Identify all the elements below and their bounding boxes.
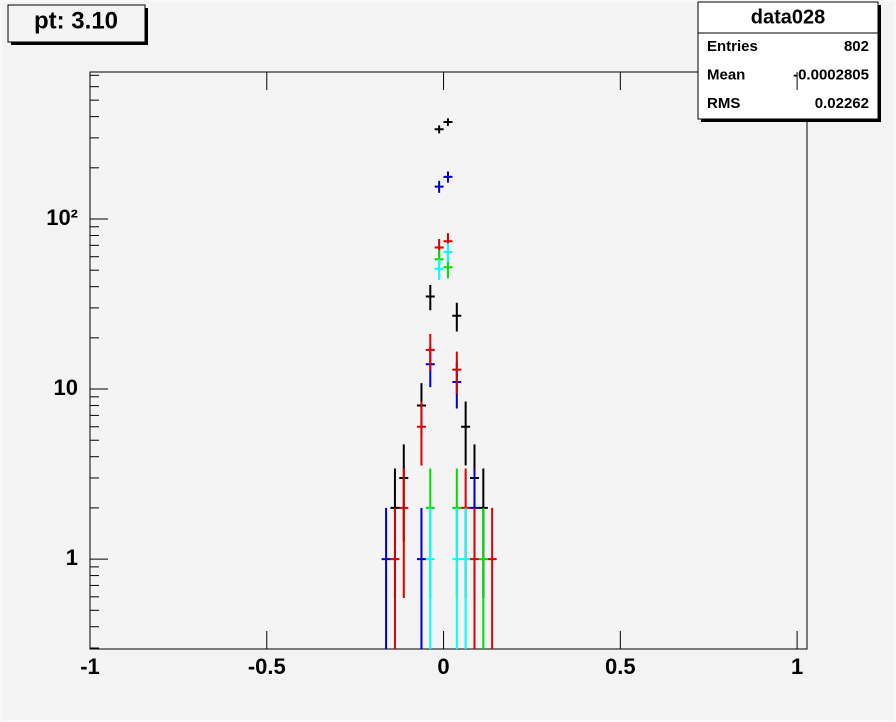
data-point — [461, 507, 471, 649]
data-point — [469, 507, 479, 649]
data-point — [434, 259, 444, 280]
data-point — [452, 351, 462, 394]
stats-value: 0.02262 — [815, 95, 869, 112]
data-point — [381, 507, 391, 649]
x-tick-label: 0 — [437, 654, 449, 679]
data-point — [461, 401, 471, 466]
data-point — [416, 401, 426, 466]
data-point — [452, 507, 462, 649]
data-point — [487, 507, 497, 649]
x-tick-label: 0.5 — [605, 654, 636, 679]
data-area — [381, 118, 497, 649]
y-tick-label: 10 — [54, 375, 78, 400]
y-tick-label: 1 — [66, 545, 78, 570]
stats-title: data028 — [751, 6, 826, 28]
x-tick-label: 1 — [791, 654, 803, 679]
data-point — [443, 118, 453, 126]
x-tick-label: -0.5 — [248, 654, 286, 679]
x-tick-label: -1 — [80, 654, 100, 679]
data-point — [399, 468, 409, 599]
data-point — [478, 507, 488, 649]
stats-label: Mean — [707, 66, 745, 83]
data-point — [390, 507, 400, 649]
data-point — [434, 180, 444, 193]
stats-label: RMS — [707, 95, 740, 112]
data-point — [434, 125, 444, 134]
data-point — [443, 171, 453, 183]
data-point — [443, 243, 453, 262]
data-point — [425, 333, 435, 371]
data-point — [452, 302, 462, 332]
y-tick-label: 10² — [46, 205, 78, 230]
chart-title: pt: 3.10 — [34, 7, 118, 34]
data-point — [416, 507, 426, 649]
stats-box — [697, 1, 879, 120]
stats-label: Entries — [707, 38, 758, 55]
stats-value: 802 — [844, 38, 869, 55]
stats-value: -0.0002805 — [793, 66, 869, 83]
frame — [89, 71, 808, 650]
data-point — [425, 284, 435, 311]
title-box — [7, 4, 146, 43]
data-point — [425, 507, 435, 649]
